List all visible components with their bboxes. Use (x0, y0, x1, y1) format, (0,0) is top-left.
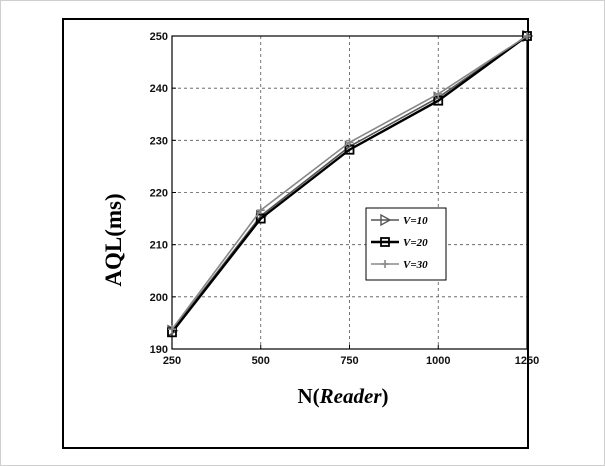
x-axis-label-unit: Reader (319, 384, 383, 408)
plus-marker (256, 206, 265, 215)
series-v-30 (168, 32, 531, 334)
legend-entry: V=20 (371, 237, 428, 249)
x-axis-label: N(Reader) (298, 384, 389, 408)
grid-lines (172, 36, 527, 349)
y-tick-label: 200 (150, 292, 168, 304)
x-axis-label-variable: N (298, 384, 313, 408)
y-tick-label: 210 (150, 240, 168, 252)
triangle-marker (380, 213, 392, 227)
x-tick-label: 500 (252, 355, 270, 367)
series-line (171, 35, 528, 334)
legend-entry: V=30 (371, 259, 428, 271)
series-v-10 (167, 29, 534, 337)
plus-marker (381, 260, 389, 268)
square-marker (255, 213, 266, 224)
y-tick-label: 250 (150, 31, 168, 43)
y-tick-label: 240 (150, 83, 168, 95)
legend-label: V=10 (403, 215, 428, 227)
plus-marker (345, 138, 354, 147)
plus-marker (434, 89, 443, 98)
y-tick-labels: 190 200 210 220 230 240 250 (150, 31, 176, 356)
y-tick-label: 230 (150, 135, 168, 147)
legend-entry: V=10 (371, 213, 428, 227)
plus-marker (168, 325, 176, 334)
y-axis-label: AQL(ms) (101, 193, 126, 286)
x-tick-labels: 250 500 750 1000 1250 (163, 345, 539, 367)
y-tick-label: 190 (150, 344, 168, 356)
legend-label: V=20 (403, 237, 428, 249)
square-marker (380, 237, 390, 247)
series-lines (167, 29, 534, 338)
plus-marker (523, 32, 531, 40)
x-tick-label: 1250 (515, 355, 539, 367)
x-tick-label: 750 (340, 355, 358, 367)
x-tick-label: 250 (163, 355, 181, 367)
y-tick-label: 220 (150, 188, 168, 200)
x-tick-label: 1000 (426, 355, 450, 367)
legend: V=10 V=20 V=30 (365, 207, 447, 281)
legend-label: V=30 (403, 259, 428, 271)
